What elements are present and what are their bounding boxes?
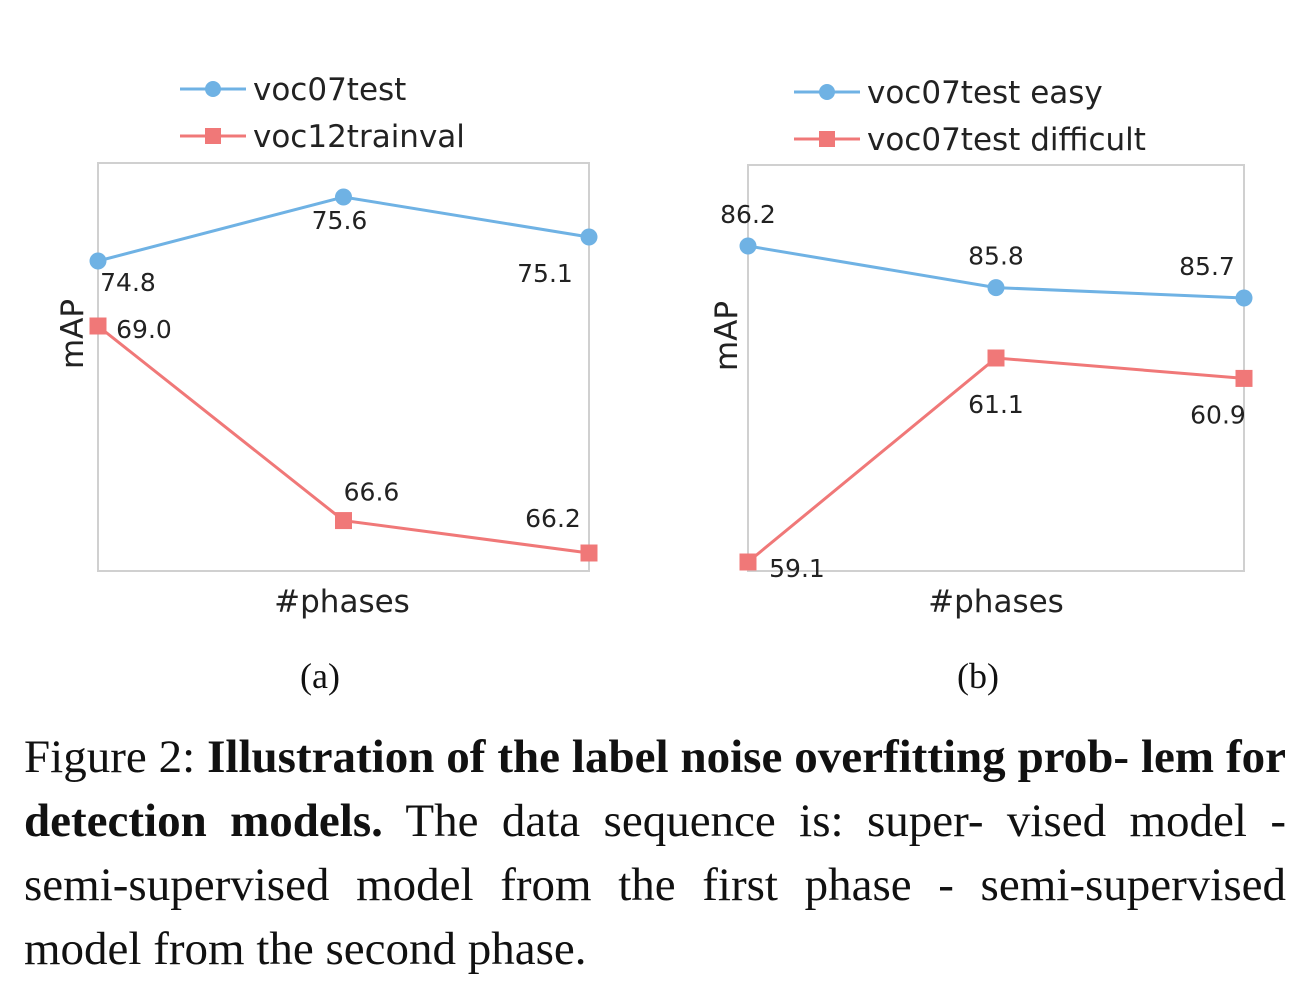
caption-body: The data sequence is: super- vised model… (24, 795, 1286, 975)
plot-frame-a (97, 162, 590, 572)
data-label-b-0-0: 86.2 (720, 200, 776, 229)
legend-label-a-1: voc12trainval (253, 119, 465, 155)
legend-label-a-0: voc07test (253, 72, 406, 108)
x-axis-label-b: #phases (928, 584, 1064, 620)
series-line-b-1 (747, 356, 1245, 564)
data-point-b-1-2 (1235, 369, 1253, 387)
data-label-b-1-1: 61.1 (968, 390, 1024, 419)
caption-bold-title: Illustration of the label noise overfitt… (24, 731, 1286, 847)
data-label-b-0-2: 85.7 (1179, 252, 1235, 281)
caption-prefix: Figure 2: (24, 731, 208, 783)
panel-label-a: (a) (300, 656, 340, 696)
series-layer-b: 86.2 85.8 85.7 59.1 61.1 60.9 (720, 200, 1253, 583)
data-label-a-1-2: 66.2 (525, 504, 581, 533)
data-point-a-1-0 (89, 317, 107, 335)
chart-panel-a: voc07test voc12trainval mAP #phases 74.8… (55, 72, 598, 696)
data-label-a-0-2: 75.1 (517, 259, 573, 288)
legend-label-b-0: voc07test easy (867, 75, 1103, 111)
legend-marker-b-1 (819, 131, 835, 147)
legend-a: voc07test voc12trainval (180, 72, 465, 155)
y-axis-label-a: mAP (55, 299, 91, 369)
data-label-a-0-1: 75.6 (312, 206, 368, 235)
data-label-a-0-0: 74.8 (100, 268, 156, 297)
chart-panel-b: voc07test easy voc07test difficult mAP #… (709, 75, 1253, 696)
data-label-a-1-1: 66.6 (344, 478, 400, 507)
legend-marker-a-0 (205, 81, 221, 97)
legend-b: voc07test easy voc07test difficult (794, 75, 1146, 158)
series-layer-a: 74.8 75.6 75.1 69.0 66.6 66.2 (89, 188, 598, 562)
panel-label-b: (b) (957, 656, 999, 696)
data-point-a-0-2 (580, 228, 598, 246)
plot-frame-b (747, 164, 1245, 572)
legend-marker-a-1 (205, 128, 221, 144)
data-point-b-1-1 (987, 349, 1005, 367)
data-label-b-0-1: 85.8 (968, 242, 1024, 271)
data-point-b-1-0 (739, 553, 757, 571)
data-label-a-1-0: 69.0 (116, 315, 172, 344)
x-axis-label-a: #phases (274, 584, 410, 620)
legend-label-b-1: voc07test difficult (867, 122, 1146, 158)
data-point-a-0-0 (89, 252, 107, 270)
data-label-b-1-0: 59.1 (769, 554, 825, 583)
legend-marker-b-0 (819, 84, 835, 100)
y-axis-label-b: mAP (709, 301, 745, 371)
figure: voc07test voc12trainval mAP #phases 74.8… (55, 72, 1253, 696)
figure-caption: Figure 2: Illustration of the label nois… (24, 725, 1286, 981)
data-point-a-1-1 (335, 512, 352, 530)
data-point-b-0-1 (987, 279, 1005, 297)
data-point-b-0-0 (739, 237, 757, 255)
data-point-a-0-1 (335, 188, 352, 206)
data-label-b-1-2: 60.9 (1190, 400, 1246, 429)
data-point-a-1-2 (580, 544, 598, 562)
data-point-b-0-2 (1235, 289, 1253, 307)
